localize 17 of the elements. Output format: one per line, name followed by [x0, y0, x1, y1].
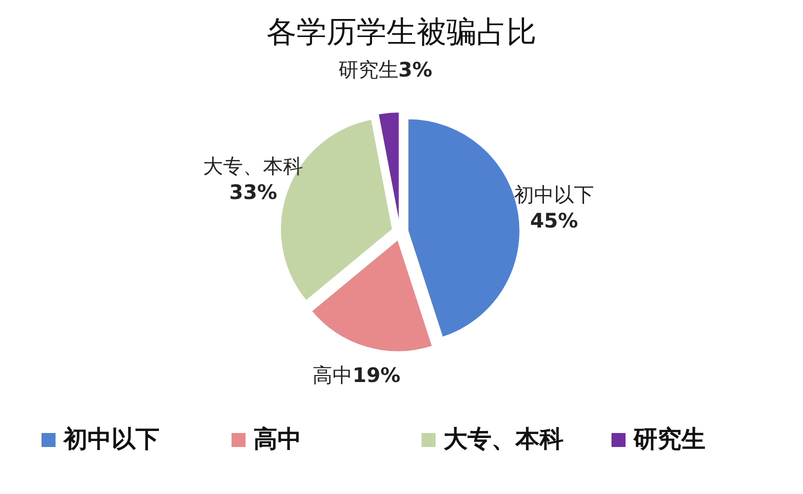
- slice-label: 研究生: [338, 58, 398, 82]
- legend-label: 研究生: [632, 425, 706, 453]
- slice-label: 高中: [312, 362, 353, 387]
- data-label: 19%: [352, 362, 400, 387]
- data-label: 3%: [398, 58, 432, 82]
- legend-entry: 初中以下: [42, 425, 160, 453]
- legend-entry: 高中: [232, 425, 302, 453]
- legend-label: 大专、本科: [444, 425, 564, 453]
- legend-entry: 大专、本科: [422, 425, 564, 453]
- chart-title: 各学历学生被骗占比: [266, 15, 536, 50]
- slice-label: 大专、本科: [203, 154, 304, 178]
- data-label: 33%: [229, 180, 278, 204]
- legend-entry: 研究生: [612, 425, 706, 453]
- legend-label: 初中以下: [62, 425, 160, 453]
- slice-label: 初中以下: [514, 182, 594, 207]
- data-label: 45%: [530, 208, 578, 233]
- legend-label: 高中: [254, 425, 302, 453]
